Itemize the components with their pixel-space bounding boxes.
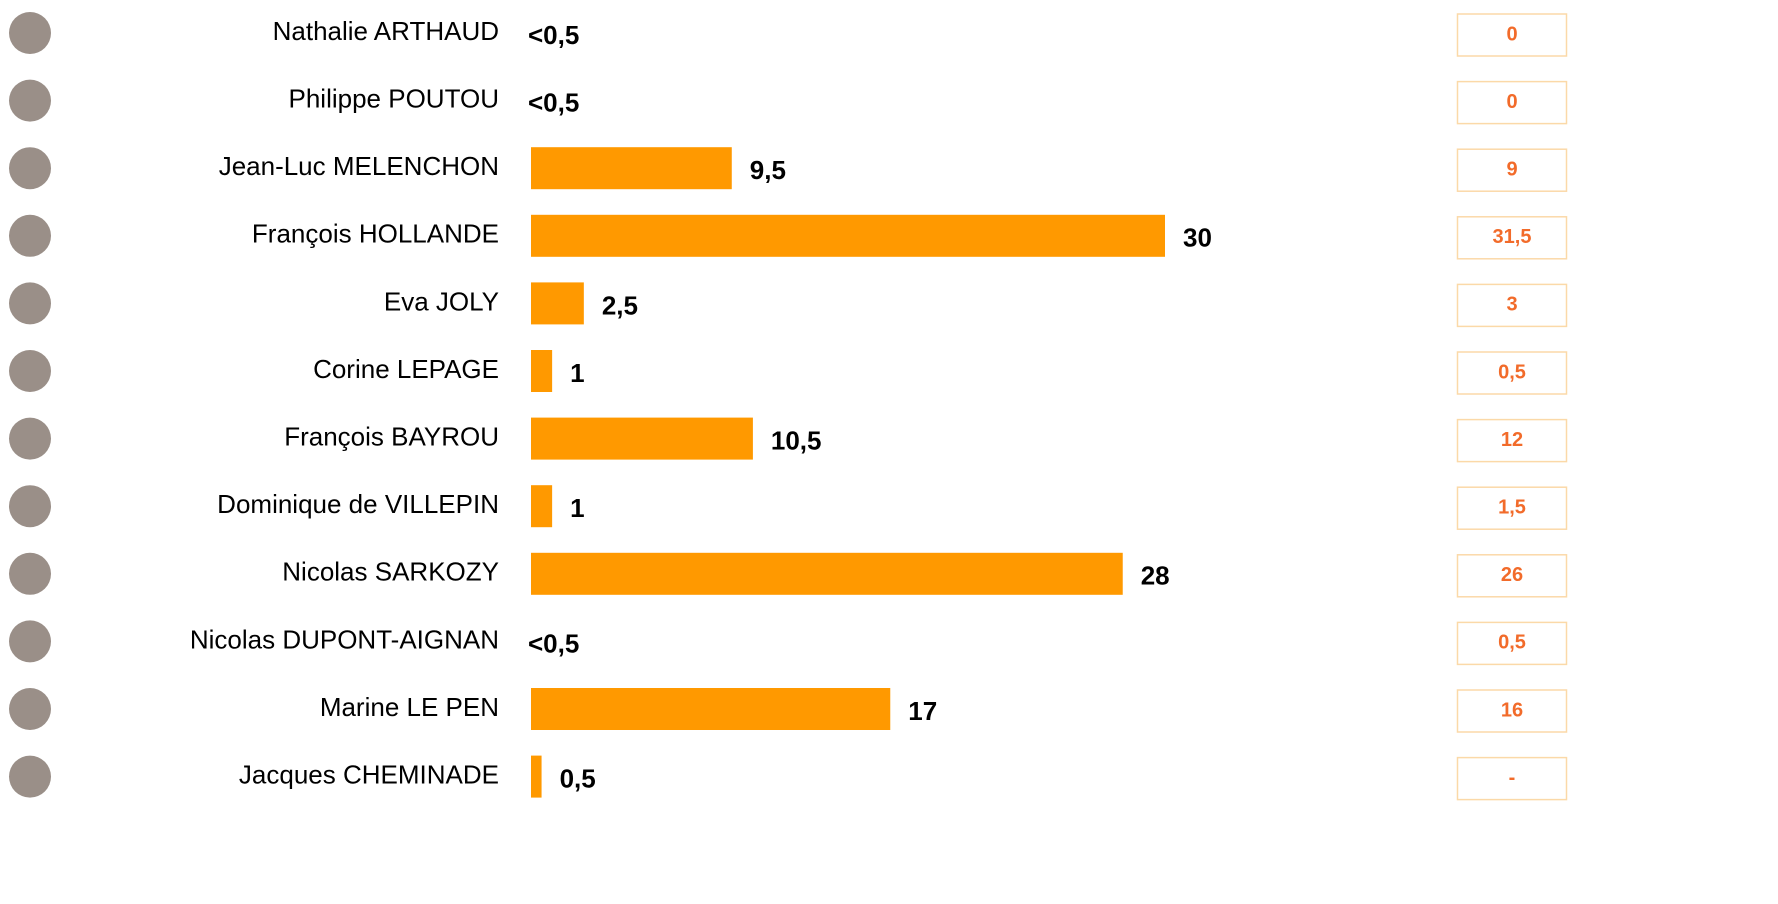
avatar xyxy=(9,282,51,324)
value-label: 28 xyxy=(1141,561,1170,591)
comparison-label: 12 xyxy=(1501,429,1523,451)
chart: Nathalie ARTHAUD <0,5 0 Philippe POUTOU <0,5… xyxy=(0,0,1778,904)
bar xyxy=(531,485,552,527)
category-label: François BAYROU xyxy=(284,421,499,451)
category-label: Eva JOLY xyxy=(384,286,499,316)
avatar xyxy=(9,688,51,730)
comparison-label: 0,5 xyxy=(1498,632,1526,654)
avatar xyxy=(9,12,51,54)
comparison-label: 3 xyxy=(1506,294,1517,316)
comparison-label: - xyxy=(1509,767,1516,789)
value-label: 10,5 xyxy=(771,425,822,455)
bar xyxy=(531,756,542,798)
category-label: Philippe POUTOU xyxy=(289,83,500,113)
avatar xyxy=(9,756,51,798)
comparison-label: 16 xyxy=(1501,699,1523,721)
category-label: Nicolas DUPONT-AIGNAN xyxy=(190,624,499,654)
comparison-label: 1,5 xyxy=(1498,496,1526,518)
category-label: François HOLLANDE xyxy=(252,219,499,249)
value-label: 30 xyxy=(1183,223,1212,253)
avatar xyxy=(9,350,51,392)
bar xyxy=(531,350,552,392)
value-label: 2,5 xyxy=(602,290,638,320)
avatar xyxy=(9,553,51,595)
comparison-label: 0 xyxy=(1506,23,1517,45)
bar xyxy=(531,553,1123,595)
avatar xyxy=(9,485,51,527)
value-label: 1 xyxy=(570,358,584,388)
category-label: Nathalie ARTHAUD xyxy=(273,16,499,46)
value-label: <0,5 xyxy=(528,87,579,117)
bar xyxy=(531,418,753,460)
category-label: Jacques CHEMINADE xyxy=(239,759,499,789)
comparison-label: 26 xyxy=(1501,564,1523,586)
value-label: 17 xyxy=(908,696,937,726)
bar xyxy=(531,215,1165,257)
comparison-label: 0,5 xyxy=(1498,361,1526,383)
avatar xyxy=(9,147,51,189)
value-label: <0,5 xyxy=(528,20,579,50)
category-label: Nicolas SARKOZY xyxy=(282,557,499,587)
avatar xyxy=(9,620,51,662)
comparison-label: 0 xyxy=(1506,91,1517,113)
value-label: 0,5 xyxy=(560,763,596,793)
category-label: Marine LE PEN xyxy=(320,692,499,722)
category-label: Dominique de VILLEPIN xyxy=(217,489,499,519)
value-label: 9,5 xyxy=(750,155,786,185)
comparison-label: 9 xyxy=(1506,158,1517,180)
category-label: Corine LEPAGE xyxy=(313,354,499,384)
avatar xyxy=(9,215,51,257)
value-label: 1 xyxy=(570,493,584,523)
category-label: Jean-Luc MELENCHON xyxy=(219,151,499,181)
bar xyxy=(531,282,584,324)
avatar xyxy=(9,418,51,460)
value-label: <0,5 xyxy=(528,628,579,658)
comparison-label: 31,5 xyxy=(1493,226,1532,248)
avatar xyxy=(9,80,51,122)
bar xyxy=(531,688,890,730)
bar xyxy=(531,147,732,189)
